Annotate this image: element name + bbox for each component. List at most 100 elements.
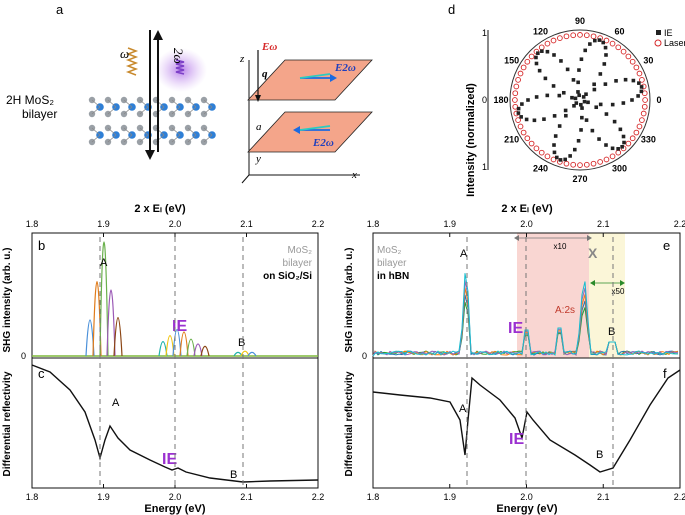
laser-point (545, 41, 550, 46)
polar-ylabel: Intensity (normalized) (465, 83, 477, 197)
ie-point (517, 107, 521, 111)
angle-label: 270 (572, 174, 587, 184)
legend-laser-marker (655, 40, 661, 46)
peak-ie: IE (508, 320, 523, 337)
ie-point (614, 79, 618, 83)
top-tick-label: 2.2 (312, 219, 325, 229)
bottom-tick-label: 1.9 (443, 492, 456, 502)
sample-line2: bilayer (283, 258, 313, 269)
legend-ie-marker (656, 30, 661, 35)
laser-point (513, 91, 518, 96)
panel-letter: d (448, 2, 455, 17)
peak-a2s: A:2s (555, 305, 575, 316)
ie-point (558, 124, 562, 128)
laser-point (637, 124, 642, 129)
axis-z: z (239, 53, 245, 65)
feature-b: B (596, 449, 603, 461)
ie-point (520, 102, 524, 106)
radial-label: 1 (482, 162, 487, 172)
ie-point (611, 146, 615, 150)
top-axis-label: 2 x Eₗ (eV) (134, 203, 186, 215)
ie-point (637, 81, 641, 85)
ie-point (576, 81, 580, 85)
ie-point (583, 100, 587, 104)
ie-point (592, 82, 596, 86)
ie-point (577, 68, 581, 72)
ie-point (555, 156, 559, 160)
angle-label: 180 (493, 95, 508, 105)
laser-point (637, 71, 642, 76)
ie-point (640, 85, 644, 89)
laser-point (534, 146, 539, 151)
laser-point (634, 130, 639, 135)
top-tick-label: 2.0 (169, 219, 182, 229)
laser-point (598, 160, 603, 165)
angle-label: 90 (575, 16, 585, 26)
laser-point (621, 49, 626, 54)
feature-ie: IE (509, 431, 524, 448)
ie-point (574, 97, 578, 101)
ie-point (542, 117, 546, 121)
laser-point (591, 34, 596, 39)
ie-point (538, 69, 542, 73)
ie-point (622, 101, 626, 105)
e-2omega-lower-label: E2ω (312, 137, 334, 149)
c-ylabel: Differential reflectivity (2, 371, 13, 476)
ie-point (616, 147, 620, 151)
feature-b: B (230, 469, 237, 481)
ie-point (593, 39, 597, 43)
ie-point (632, 79, 636, 83)
laser-point (516, 77, 521, 82)
panel-e: 2 x Eₗ (eV) e x10 x50 A IE A:2s X B MoS₂… (344, 203, 680, 361)
panel-b: 2 x Eₗ (eV) b A IE B MoS₂ bilayer on SiO… (2, 203, 318, 361)
ie-point (570, 96, 574, 100)
feature-a: A (112, 397, 120, 409)
laser-point (630, 59, 635, 64)
ie-point (598, 38, 602, 42)
laser-point (529, 141, 534, 146)
ie-point (619, 128, 623, 132)
ie-point (525, 118, 529, 122)
legend-ie: IE (664, 28, 673, 38)
ie-point (563, 158, 567, 162)
angle-label: 30 (643, 56, 653, 66)
bottom-tick-label: 2.0 (520, 492, 533, 502)
laser-point (571, 162, 576, 167)
angle-label: 330 (641, 135, 656, 145)
laser-point (564, 34, 569, 39)
lower-layer-slab (248, 112, 372, 152)
ie-point (545, 94, 549, 98)
top-tick-label: 2.2 (674, 219, 685, 229)
angle-label: 120 (533, 27, 548, 37)
b-ylabel: SHG intensity (arb. u.) (2, 247, 13, 352)
ie-point (594, 105, 598, 109)
top-axis-label: 2 x Eₗ (eV) (501, 203, 553, 215)
laser-point (525, 136, 530, 141)
polar-frame (510, 30, 650, 170)
ie-point (553, 151, 557, 155)
laser-point (626, 141, 631, 146)
ie-point (533, 118, 537, 122)
radial-label: 1 (482, 28, 487, 38)
ie-point (624, 78, 628, 82)
legend-laser: Laser (664, 38, 685, 48)
laser-point (640, 118, 645, 123)
ie-point (585, 118, 589, 122)
sample-line3: in hBN (377, 271, 409, 282)
ie-point (604, 53, 608, 57)
mos2-lattice (89, 97, 216, 145)
laser-point (584, 162, 589, 167)
bottom-tick-label: 1.8 (26, 492, 39, 502)
ie-point (613, 120, 617, 124)
ie-point (593, 88, 597, 92)
q-label: q (262, 68, 268, 80)
ie-point (580, 116, 584, 120)
ie-point (562, 91, 566, 95)
ie-point (534, 56, 538, 60)
ie-point (552, 84, 556, 88)
axis-y: y (255, 153, 261, 165)
ie-point (611, 103, 615, 107)
panel-c: c A IE B Differential reflectivity Energ… (2, 358, 318, 515)
laser-point (591, 161, 596, 166)
ie-point (572, 104, 576, 108)
